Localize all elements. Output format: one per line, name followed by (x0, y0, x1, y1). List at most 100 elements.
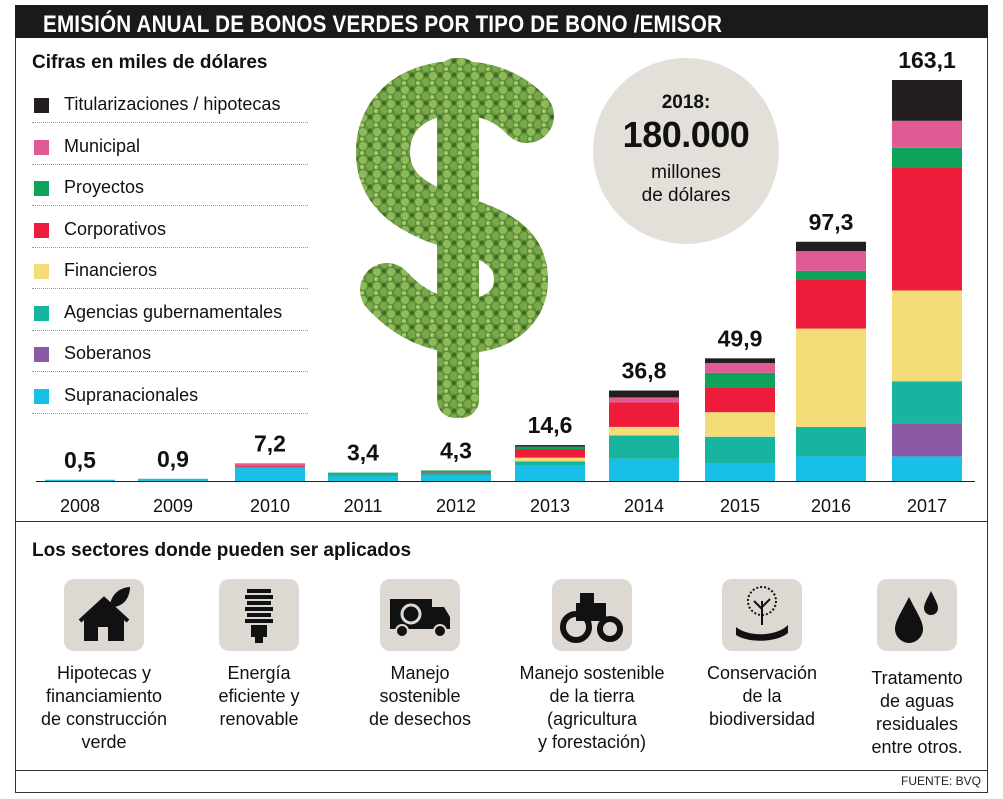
badge-value: 180.000 (622, 114, 750, 155)
legend-label: Titularizaciones / hipotecas (64, 94, 281, 114)
bar-segment (328, 472, 398, 474)
legend-item: Supranacionales (32, 373, 308, 414)
legend-item: Titularizaciones / hipotecas (32, 82, 308, 123)
x-tick-label: 2014 (624, 496, 664, 516)
bar-segment (892, 423, 962, 457)
legend-swatch (34, 139, 49, 155)
page-title: EMISIÓN ANUAL DE BONOS VERDES POR TIPO D… (43, 11, 723, 38)
bar-segment (45, 479, 115, 481)
bar-segment (892, 80, 962, 121)
sector-label-line: Energía (227, 663, 291, 683)
bar-total-label: 4,3 (440, 437, 472, 463)
bar-segment (892, 120, 962, 148)
bar-total-label: 3,4 (347, 440, 379, 466)
bar-segment (796, 279, 866, 329)
bar-total-label: 49,9 (718, 325, 763, 351)
chart-subtitle: Cifras en miles de dólares (32, 52, 268, 73)
badge-unit-line2: de dólares (641, 185, 731, 206)
legend-swatch (34, 98, 49, 113)
sector-label: Conservación de la biodiversidad (677, 662, 847, 731)
bar-total-label: 36,8 (622, 358, 667, 384)
bar-segment (421, 472, 491, 476)
sector-label-line: (agricultura (546, 709, 638, 729)
bar-segment (421, 470, 491, 472)
sector-label-line: de construcción (40, 709, 168, 729)
bar-total-label: 0,9 (157, 446, 189, 472)
bar-segment (328, 473, 398, 477)
x-tick-label: 2016 (811, 496, 851, 516)
legend-item: Municipal (32, 124, 308, 165)
bar-segment (609, 402, 679, 427)
sector-label-line: de la tierra (549, 686, 635, 706)
bar-segment (515, 445, 585, 447)
legend-label: Agencias gubernamentales (64, 301, 283, 322)
leafy-dollar-icon (355, 58, 554, 418)
sector-label: Tratamento de aguas residuales entre otros. (832, 667, 1002, 759)
legend-item: Soberanos (32, 331, 308, 372)
bar-segment (705, 436, 775, 464)
badge-year: 2018: (661, 92, 711, 113)
bar-segment (892, 456, 962, 481)
bar-segment (796, 241, 866, 252)
bar-segment (609, 435, 679, 459)
highlight-badge: 2018: 180.000 millones de dólares (593, 58, 779, 244)
source-note: FUENTE: BVQ (900, 774, 981, 788)
badge-unit-line1: millones (651, 162, 721, 183)
bar-total-label: 0,5 (64, 447, 96, 473)
bar-segment (705, 362, 775, 373)
bar-segment (609, 426, 679, 436)
bar-segment (235, 467, 305, 481)
bar-segment (235, 466, 305, 467)
sector-label-line: biodiversidad (708, 709, 816, 729)
x-tick-label: 2011 (344, 496, 383, 516)
sector-label-line: entre otros. (871, 737, 963, 757)
x-tick-label: 2008 (60, 496, 100, 516)
sector-label-line: Conservación (706, 663, 818, 683)
legend-swatch (34, 305, 49, 321)
legend-swatch (34, 347, 49, 362)
bar-segment (892, 290, 962, 382)
bar-segment (705, 463, 775, 481)
bar-segment (796, 270, 866, 280)
bar-total-label: 7,2 (254, 430, 286, 456)
sector-label: Manejo sostenible de la tierra (agricultur… (507, 662, 677, 754)
bar-segment (515, 457, 585, 462)
sector-label-line: eficiente y (218, 686, 300, 706)
x-tick-label: 2009 (153, 496, 193, 516)
legend-swatch (34, 264, 49, 279)
section-divider (15, 521, 988, 522)
bar-segment (235, 466, 305, 468)
legend-item: Corporativos (32, 207, 308, 248)
bar-total-label: 97,3 (809, 209, 854, 235)
legend-swatch (34, 388, 49, 404)
legend-item: Agencias gubernamentales (32, 290, 308, 331)
sector-label-line: sostenible (379, 686, 461, 706)
sector-label-line: de la (742, 686, 782, 706)
legend-label: Proyectos (64, 177, 145, 197)
bar-segment (609, 390, 679, 398)
bar-segment (796, 251, 866, 271)
bar-segment (421, 475, 491, 481)
house-leaf-icon (64, 579, 144, 651)
bar-segment (138, 478, 208, 481)
legend-label: Municipal (64, 135, 141, 156)
bar-segment (705, 358, 775, 363)
stacked-bar-chart: 0,5 2008 0,9 2009 7,2 2010 3,4 2011 4,3 2012 14,6 2… (36, 47, 975, 516)
legend-swatch (34, 181, 49, 196)
x-tick-label: 2013 (530, 496, 570, 516)
bar-segment (705, 387, 775, 413)
x-tick-label: 2010 (250, 496, 290, 516)
bar-segment (892, 167, 962, 291)
bar-segment (892, 381, 962, 424)
water-drops-icon (877, 579, 957, 651)
x-tick-label: 2015 (720, 496, 760, 516)
sector-label-line: residuales (875, 714, 959, 734)
bar-segment (796, 456, 866, 481)
recycling-truck-icon (380, 579, 460, 651)
title-bar: EMISIÓN ANUAL DE BONOS VERDES POR TIPO D… (15, 5, 988, 38)
legend-label: Soberanos (64, 343, 152, 363)
bar-segment (515, 449, 585, 458)
sector-label-line: Manejo (390, 663, 450, 683)
bar-segment (609, 458, 679, 481)
bar-total-label: 14,6 (528, 412, 573, 438)
